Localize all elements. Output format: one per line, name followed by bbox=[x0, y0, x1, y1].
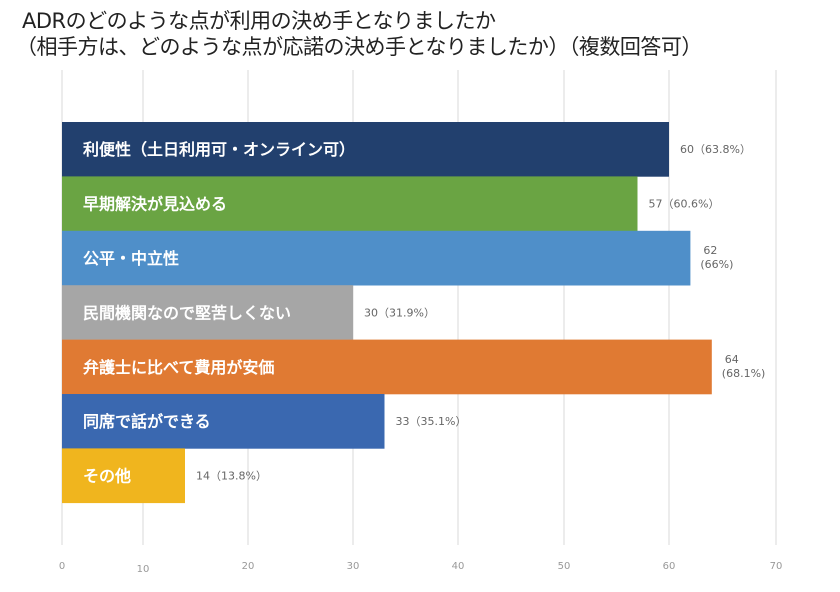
title-line-1: ADRのどのような点が利用の決め手となりましたか bbox=[22, 9, 496, 33]
value-label: 64 (68.1%) bbox=[722, 353, 766, 380]
value-label: 30（31.9%） bbox=[364, 306, 435, 319]
value-label: 14（13.8%） bbox=[196, 470, 267, 483]
bar bbox=[62, 176, 638, 232]
tick-label: 60 bbox=[663, 561, 676, 572]
bar-category-label: 利便性（土日利用可・オンライン可） bbox=[83, 140, 355, 159]
bar-category-label: 弁護士に比べて費用が安価 bbox=[83, 358, 274, 377]
value-percent: (66%) bbox=[700, 258, 733, 271]
bar bbox=[62, 448, 185, 504]
bar-category-label: 民間機関なので堅苦しくない bbox=[83, 303, 291, 322]
tick-label: 10 bbox=[137, 564, 150, 575]
bar-category-label: 公平・中立性 bbox=[83, 249, 179, 268]
value-count: 64 bbox=[725, 353, 739, 366]
tick-label: 20 bbox=[242, 561, 255, 572]
value-label: 60（63.8%） bbox=[680, 143, 751, 156]
tick-label: 40 bbox=[452, 561, 465, 572]
bars: 利便性（土日利用可・オンライン可） 早期解決が見込める公平・中立性民間機関なので堅… bbox=[62, 122, 712, 504]
bar-category-label: その他 bbox=[83, 467, 131, 486]
value-labels: 60（63.8%） 57（60.6%） 62 (66%) 30（31.9%） 64 (68.… bbox=[196, 143, 765, 482]
value-label: 57（60.6%） bbox=[649, 198, 720, 211]
tick-label: 30 bbox=[347, 561, 360, 572]
bar bbox=[62, 285, 353, 340]
value-count: 62 bbox=[703, 244, 717, 257]
value-label: 33（35.1%） bbox=[396, 415, 467, 428]
title-line-2: （相手方は、どのような点が応諾の決め手となりましたか）（複数回答可） bbox=[16, 35, 702, 59]
bar bbox=[62, 122, 669, 177]
tick-label: 70 bbox=[770, 561, 783, 572]
tick-label: 0 bbox=[59, 561, 65, 572]
bar bbox=[62, 394, 385, 449]
value-percent: (68.1%) bbox=[722, 367, 766, 380]
bar-category-label: 早期解決が見込める bbox=[83, 195, 227, 214]
bar bbox=[62, 339, 712, 395]
value-label: 62 (66%) bbox=[700, 244, 733, 271]
bar-category-label: 同席で話ができる bbox=[83, 412, 211, 431]
bar bbox=[62, 230, 691, 286]
chart-title: ADRのどのような点が利用の決め手となりましたか （相手方は、どのような点が応諾… bbox=[16, 8, 702, 60]
x-axis-ticks: 0 10 20 30 40 50 60 70 bbox=[59, 561, 783, 575]
tick-label: 50 bbox=[558, 561, 571, 572]
